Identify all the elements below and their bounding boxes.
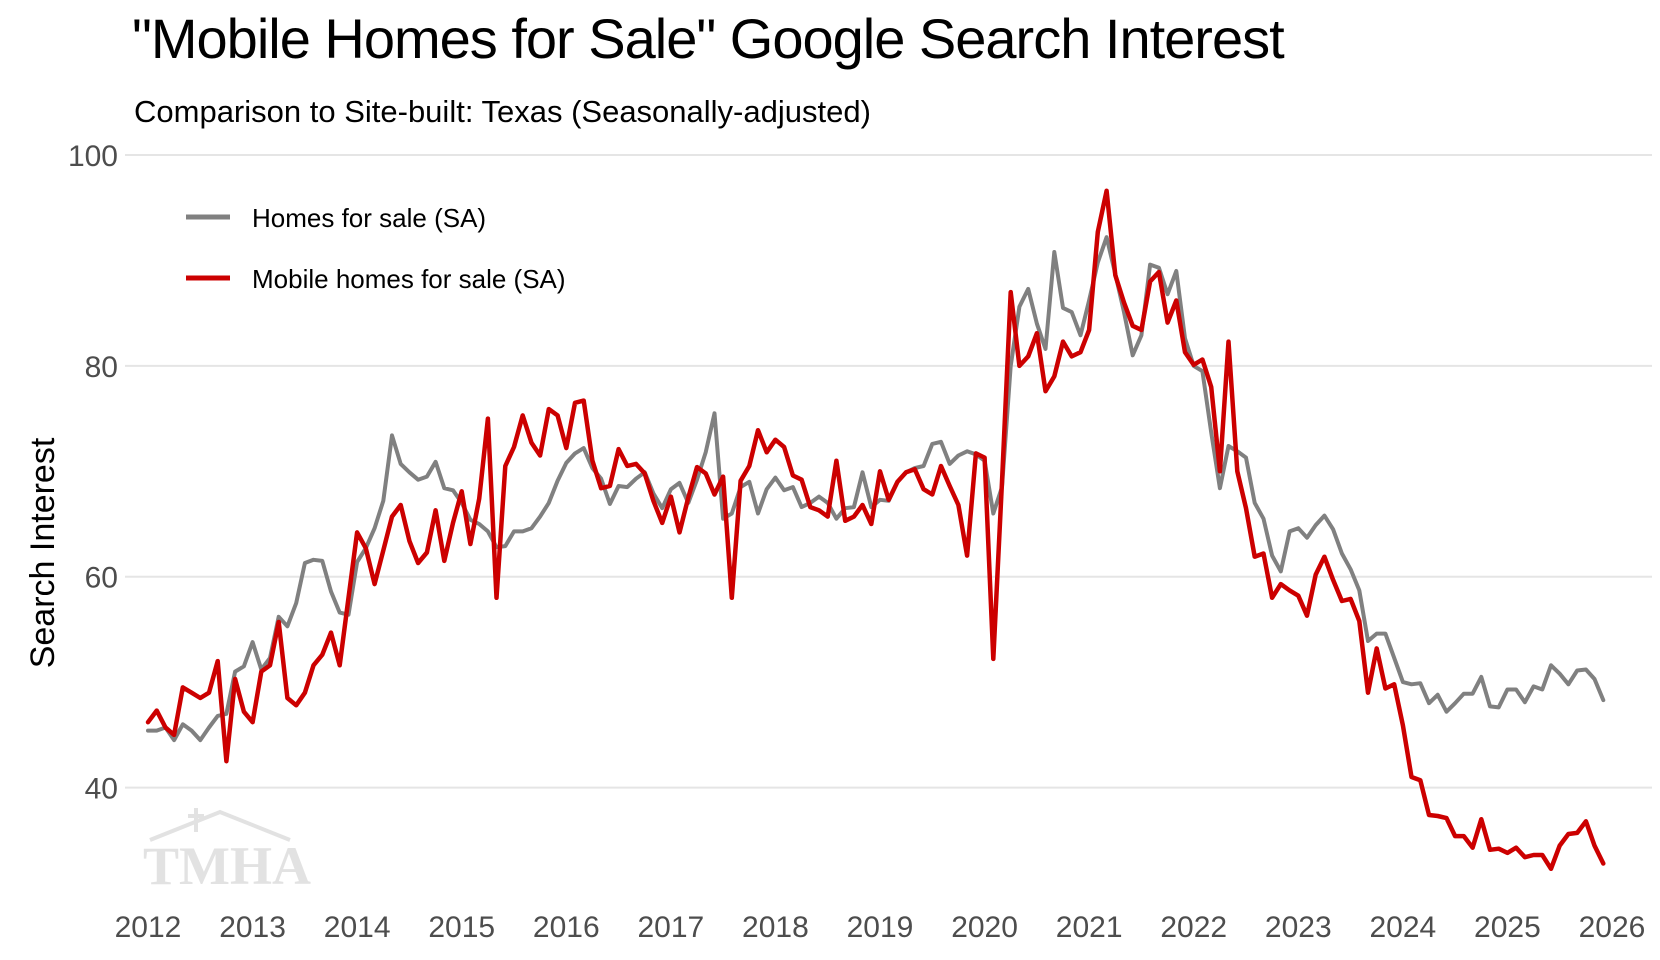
x-tick-label: 2026 <box>1579 911 1646 944</box>
legend-label-mobile: Mobile homes for sale (SA) <box>252 264 566 294</box>
chart-title: "Mobile Homes for Sale" Google Search In… <box>132 7 1285 70</box>
axes: Search Interest 40 60 80 100 2012 2013 2014 201… <box>24 140 1645 944</box>
legend-label-homes: Homes for sale (SA) <box>252 203 486 233</box>
series-line-mobile-homes-for-sale <box>145 188 1606 872</box>
y-tick-label: 60 <box>85 562 118 595</box>
x-tick-label: 2021 <box>1056 911 1123 944</box>
y-tick-label: 40 <box>85 773 118 806</box>
x-tick-label: 2012 <box>115 911 182 944</box>
x-tick-label: 2016 <box>533 911 600 944</box>
x-tick-label: 2019 <box>847 911 914 944</box>
y-tick-label: 100 <box>68 140 118 173</box>
x-tick-label: 2024 <box>1369 911 1436 944</box>
series-lines <box>145 188 1606 872</box>
y-axis-label: Search Interest <box>24 437 62 668</box>
x-tick-label: 2013 <box>219 911 286 944</box>
x-tick-label: 2020 <box>951 911 1018 944</box>
legend: Homes for sale (SA) Mobile homes for sal… <box>186 203 566 294</box>
chart-subtitle: Comparison to Site-built: Texas (Seasona… <box>134 94 871 129</box>
x-tick-label: 2022 <box>1160 911 1227 944</box>
grid-lines <box>125 154 1652 789</box>
x-tick-label: 2015 <box>428 911 495 944</box>
logo-building-icon <box>149 808 291 842</box>
x-tick-label: 2018 <box>742 911 809 944</box>
x-tick-label: 2025 <box>1474 911 1541 944</box>
x-tick-label: 2017 <box>637 911 704 944</box>
tmha-logo: TMHA <box>143 808 311 896</box>
x-tick-label: 2023 <box>1265 911 1332 944</box>
y-tick-label: 80 <box>85 351 118 384</box>
logo-text: TMHA <box>143 836 311 896</box>
x-tick-label: 2014 <box>324 911 391 944</box>
